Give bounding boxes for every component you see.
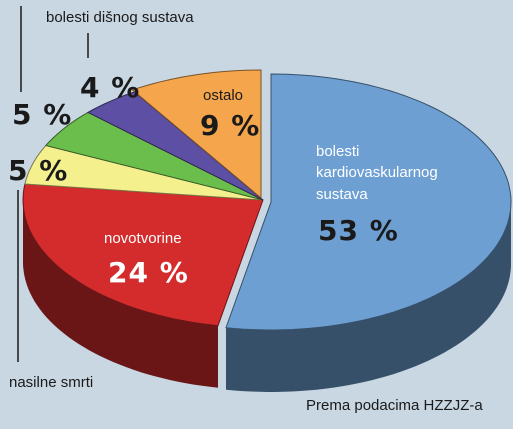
label-other: ostalo [203,87,243,104]
label-cardio-line-3: sustava [316,186,368,203]
value-label-other: 9 % [200,109,260,142]
pie-sides [23,200,511,392]
pie-slice-cardiovascular [225,73,512,331]
pie-side-neoplasms [23,200,218,388]
source-note: Prema podacima HZZJZ-a [306,397,483,414]
label-violent: nasilne smrti [9,374,93,391]
pie-tops [22,69,512,331]
label-neoplasms: novotvorine [104,230,182,247]
label-cardio-line-2: kardiovaskularnog [316,164,438,181]
value-label-neoplasms: 24 % [108,256,189,289]
value-label-cardio: 53 % [318,214,399,247]
label-respiratory: bolesti dišnog sustava [46,9,194,26]
pie-side-cardiovascular [226,202,511,392]
pie-slice-violent-deaths [24,144,264,201]
value-label-green: 5 % [12,98,72,131]
value-label-respiratory: 4 % [80,71,140,104]
pie-slice-green [44,111,264,201]
label-cardio-line-1: bolesti [316,143,359,160]
pie-slice-other [131,69,262,200]
value-label-violent: 5 % [8,154,68,187]
pie-slice-neoplasms [22,183,264,327]
pie-slice-respiratory [86,91,264,201]
